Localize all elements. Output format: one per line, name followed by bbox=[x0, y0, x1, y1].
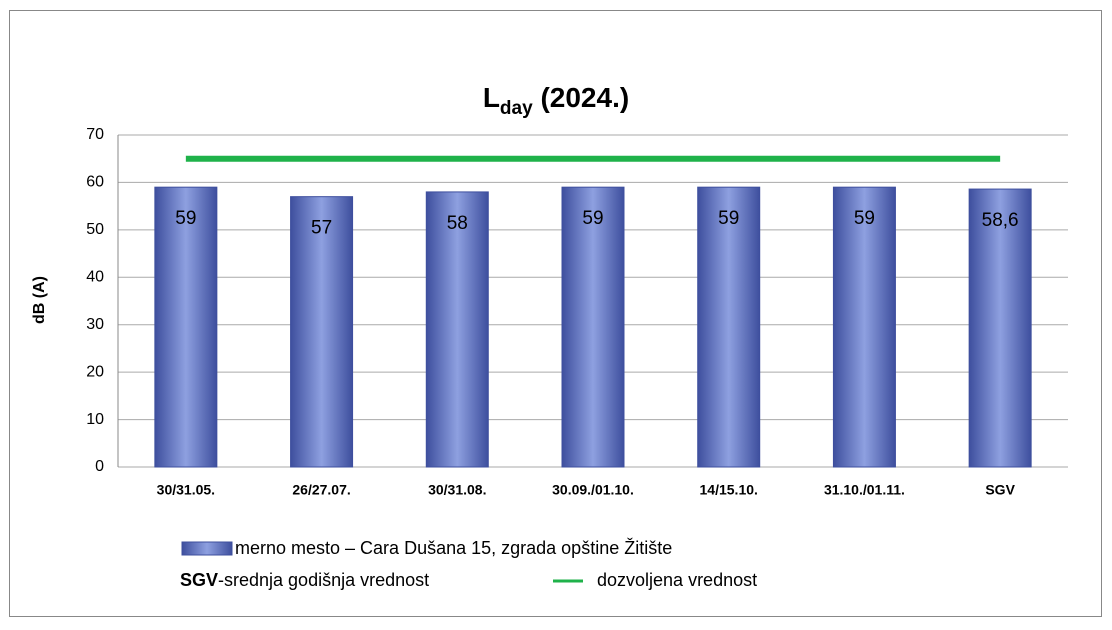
bar bbox=[154, 186, 218, 468]
data-label: 59 bbox=[582, 208, 603, 229]
bar bbox=[425, 191, 489, 468]
bar bbox=[561, 186, 625, 468]
y-tick-label: 10 bbox=[86, 411, 104, 428]
y-tick-label: 0 bbox=[95, 458, 104, 475]
data-label: 58 bbox=[447, 213, 468, 234]
data-label: 57 bbox=[311, 218, 332, 239]
bar bbox=[697, 186, 761, 468]
data-label: 59 bbox=[854, 208, 875, 229]
x-tick-label: 30.09./01.10. bbox=[552, 482, 634, 498]
x-tick-label: 31.10./01.11. bbox=[824, 482, 905, 498]
y-axis-label: dB (A) bbox=[31, 276, 48, 324]
bar bbox=[968, 188, 1032, 468]
legend-swatch-bar bbox=[181, 541, 233, 556]
x-tick-label: 30/31.08. bbox=[428, 482, 486, 498]
bar bbox=[832, 186, 896, 468]
x-tick-label: 14/15.10. bbox=[700, 482, 758, 498]
y-tick-label: 30 bbox=[86, 316, 104, 333]
chart-title: Lday (2024.) bbox=[483, 82, 629, 119]
x-tick-label: 30/31.05. bbox=[157, 482, 215, 498]
data-label: 59 bbox=[175, 208, 196, 229]
y-tick-label: 50 bbox=[86, 221, 104, 238]
y-tick-label: 40 bbox=[86, 269, 104, 286]
legend-label: dozvoljena vrednost bbox=[597, 570, 757, 590]
y-tick-label: 60 bbox=[86, 174, 104, 191]
data-label: 59 bbox=[718, 208, 739, 229]
bar bbox=[290, 196, 354, 468]
note: SGV-srednja godišnja vrednost bbox=[180, 570, 429, 590]
x-tick-label: 26/27.07. bbox=[292, 482, 350, 498]
y-tick-label: 70 bbox=[86, 126, 104, 143]
y-tick-label: 20 bbox=[86, 363, 104, 380]
data-label: 58,6 bbox=[982, 210, 1019, 231]
x-tick-label: SGV bbox=[985, 482, 1015, 498]
legend-label: merno mesto – Cara Dušana 15, zgrada opš… bbox=[235, 538, 672, 558]
